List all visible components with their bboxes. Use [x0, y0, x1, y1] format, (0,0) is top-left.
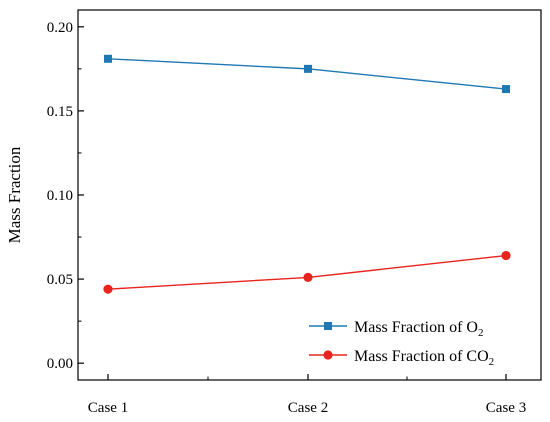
series-line-1	[107, 254, 507, 290]
legend-label-subscript: 2	[478, 327, 484, 339]
y-tick-label: 0.10	[47, 188, 73, 204]
legend-label-main: Mass Fraction of O	[354, 319, 478, 336]
data-point	[502, 85, 510, 94]
series-layer	[103, 54, 511, 294]
legend-label-subscript: 2	[489, 356, 495, 368]
data-point	[104, 54, 112, 63]
legend-marker	[324, 322, 332, 330]
data-point	[304, 64, 312, 73]
legend-label-main: Mass Fraction of CO	[354, 348, 489, 365]
y-tick-label: 0.00	[47, 356, 73, 372]
x-axis: Case 1 Case 2 Case 3	[88, 374, 526, 416]
y-tick-label: 0.05	[47, 272, 73, 288]
y-axis: 0.00 0.05 0.10 0.15 0.20	[47, 20, 84, 372]
x-tick-label: Case 2	[288, 400, 328, 416]
x-tick-label: Case 1	[88, 400, 128, 416]
y-axis-title: Mass Fraction	[5, 146, 24, 243]
y-tick-label: 0.15	[47, 104, 73, 120]
data-point	[103, 284, 113, 294]
series-line-0	[107, 58, 507, 90]
y-tick-label: 0.20	[47, 20, 73, 36]
data-point	[501, 250, 511, 261]
x-tick-label: Case 3	[486, 400, 526, 416]
legend-label: Mass Fraction of O2	[354, 319, 483, 339]
data-point	[303, 272, 313, 283]
legend-label: Mass Fraction of CO2	[354, 348, 494, 368]
legend-marker	[323, 350, 333, 360]
